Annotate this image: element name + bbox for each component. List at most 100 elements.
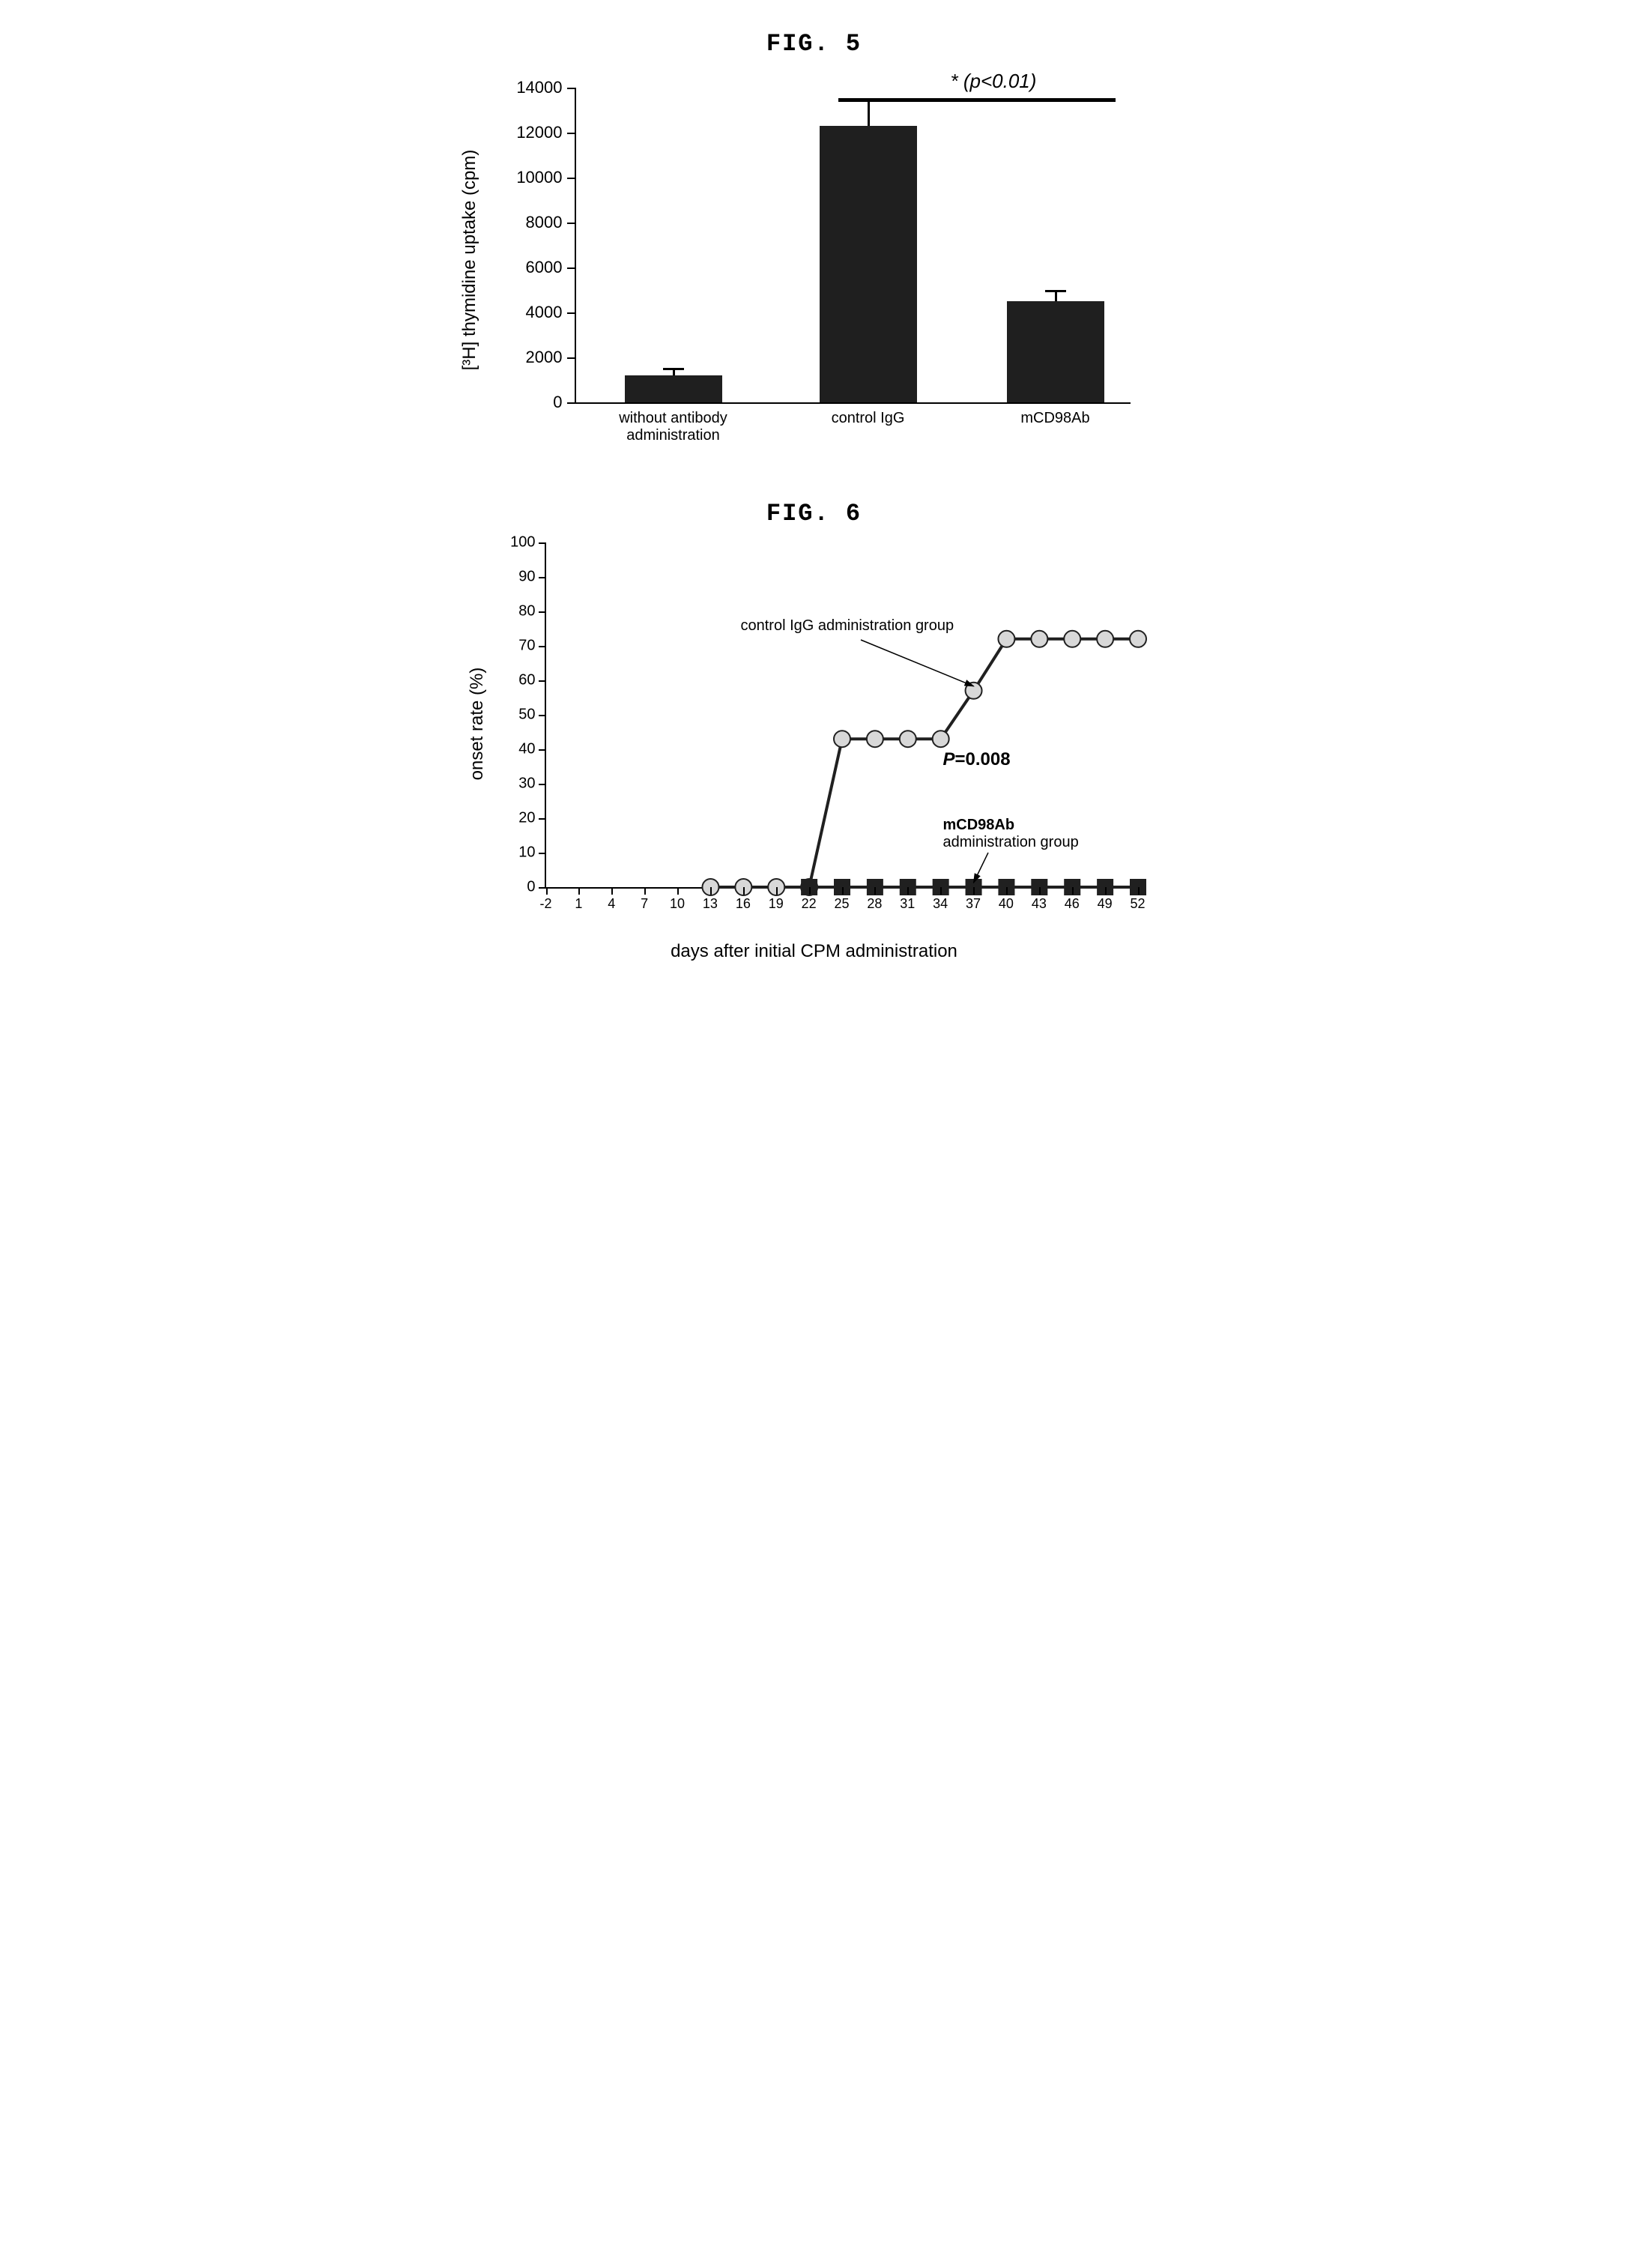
fig6-xticklabel: 34 <box>933 896 948 912</box>
fig6-xticklabel: 37 <box>966 896 981 912</box>
fig6-yticklabel: 30 <box>491 775 536 793</box>
fig5-yticklabel: 2000 <box>495 348 563 367</box>
fig6-circle-marker <box>1130 631 1146 647</box>
fig6-chart: onset rate (%) 0102030405060708090100-21… <box>477 535 1152 955</box>
fig6-circle-marker <box>1031 631 1047 647</box>
fig6-yticklabel: 60 <box>491 672 536 689</box>
fig5-yticklabel: 8000 <box>495 213 563 232</box>
fig5-category-label: control IgG <box>778 410 958 427</box>
fig5-significance-line <box>838 98 1116 102</box>
fig5-ytick <box>567 88 576 89</box>
fig6-arrow <box>973 853 987 883</box>
fig6-xticklabel: 52 <box>1130 896 1145 912</box>
fig6-yticklabel: 0 <box>491 879 536 896</box>
fig6-xtick <box>973 887 975 895</box>
fig6-xtick <box>842 887 844 895</box>
fig5-yticklabel: 12000 <box>495 123 563 142</box>
fig6-xtick <box>1039 887 1041 895</box>
fig5-ytick <box>567 178 576 179</box>
fig6-ytick <box>539 577 546 578</box>
fig5-errorcap <box>1045 290 1066 292</box>
fig6-circle-marker <box>932 731 948 747</box>
fig6-circle-marker <box>866 731 883 747</box>
fig6-ytick <box>539 853 546 854</box>
fig6-xtick <box>940 887 942 895</box>
fig5-plot-area: 02000400060008000100001200014000without … <box>575 88 1131 404</box>
fig6-xticklabel: 19 <box>769 896 784 912</box>
fig6-xtick <box>644 887 646 895</box>
fig6-xtick <box>611 887 613 895</box>
fig6-xtick <box>677 887 679 895</box>
fig6-xtick <box>1072 887 1074 895</box>
fig6-xticklabel: 31 <box>900 896 915 912</box>
fig5-bar <box>625 375 722 402</box>
fig6-yticklabel: 90 <box>491 569 536 586</box>
fig6-xtick <box>1006 887 1008 895</box>
fig6-circle-marker <box>1064 631 1080 647</box>
fig6-xticklabel: 22 <box>802 896 817 912</box>
fig6-circle-marker <box>998 631 1014 647</box>
fig6-yticklabel: 20 <box>491 810 536 827</box>
fig5-yticklabel: 0 <box>495 393 563 412</box>
figure-6: FIG. 6 onset rate (%) 010203040506070809… <box>477 500 1152 955</box>
fig6-yticklabel: 80 <box>491 603 536 620</box>
fig6-ytick <box>539 887 546 889</box>
fig6-xtick <box>546 887 548 895</box>
fig6-xticklabel: 40 <box>999 896 1014 912</box>
fig6-xticklabel: 7 <box>641 896 648 912</box>
fig5-yticklabel: 14000 <box>495 78 563 97</box>
fig6-circle-marker <box>899 731 916 747</box>
fig5-ytick <box>567 133 576 134</box>
fig6-xticklabel: 49 <box>1098 896 1113 912</box>
fig6-xticklabel: 4 <box>608 896 615 912</box>
fig5-annotation: * (p<0.01) <box>951 70 1037 93</box>
figure-5: FIG. 5 [³H] thymidine uptake (cpm) 02000… <box>477 30 1152 455</box>
fig6-xtick <box>578 887 580 895</box>
fig5-yticklabel: 6000 <box>495 258 563 277</box>
fig5-ytick <box>567 267 576 269</box>
fig6-xticklabel: 1 <box>575 896 582 912</box>
fig6-xlabel: days after initial CPM administration <box>671 941 957 962</box>
fig6-xtick <box>743 887 745 895</box>
fig5-errorcap <box>663 368 684 370</box>
figure-5-title: FIG. 5 <box>477 30 1152 58</box>
fig5-ylabel: [³H] thymidine uptake (cpm) <box>459 150 480 371</box>
fig5-yticklabel: 4000 <box>495 303 563 322</box>
fig5-bar <box>1007 301 1104 402</box>
figure-6-title: FIG. 6 <box>477 500 1152 527</box>
fig6-ytick <box>539 715 546 716</box>
fig6-yticklabel: 50 <box>491 707 536 724</box>
fig6-xticklabel: 25 <box>834 896 849 912</box>
fig6-xtick <box>809 887 811 895</box>
fig6-arrow <box>861 640 974 686</box>
fig6-xtick <box>1138 887 1140 895</box>
fig6-ytick <box>539 818 546 820</box>
fig6-ylabel: onset rate (%) <box>467 668 488 781</box>
fig6-xtick <box>776 887 778 895</box>
fig6-ytick <box>539 749 546 751</box>
fig5-ytick <box>567 223 576 224</box>
fig6-ytick <box>539 680 546 682</box>
fig5-chart: [³H] thymidine uptake (cpm) 020004000600… <box>477 65 1152 455</box>
fig6-xticklabel: -2 <box>539 896 551 912</box>
fig6-circle-marker <box>965 683 981 699</box>
fig6-xticklabel: 16 <box>736 896 751 912</box>
fig5-ytick <box>567 402 576 404</box>
fig6-plot-area: 0102030405060708090100-21471013161922252… <box>545 542 1138 889</box>
fig6-yticklabel: 10 <box>491 844 536 862</box>
fig6-xticklabel: 43 <box>1032 896 1047 912</box>
fig6-yticklabel: 40 <box>491 741 536 758</box>
fig5-category-label: mCD98Ab <box>966 410 1146 427</box>
fig5-ytick <box>567 312 576 314</box>
fig6-ytick <box>539 784 546 785</box>
fig6-ytick <box>539 646 546 647</box>
fig6-xticklabel: 46 <box>1065 896 1080 912</box>
fig6-series-label: control IgG administration group <box>741 617 954 635</box>
fig6-yticklabel: 100 <box>491 534 536 551</box>
fig6-yticklabel: 70 <box>491 638 536 655</box>
fig6-circle-marker <box>834 731 850 747</box>
fig6-circle-marker <box>1097 631 1113 647</box>
fig6-ytick <box>539 542 546 544</box>
fig6-ytick <box>539 611 546 613</box>
fig6-xticklabel: 28 <box>867 896 882 912</box>
